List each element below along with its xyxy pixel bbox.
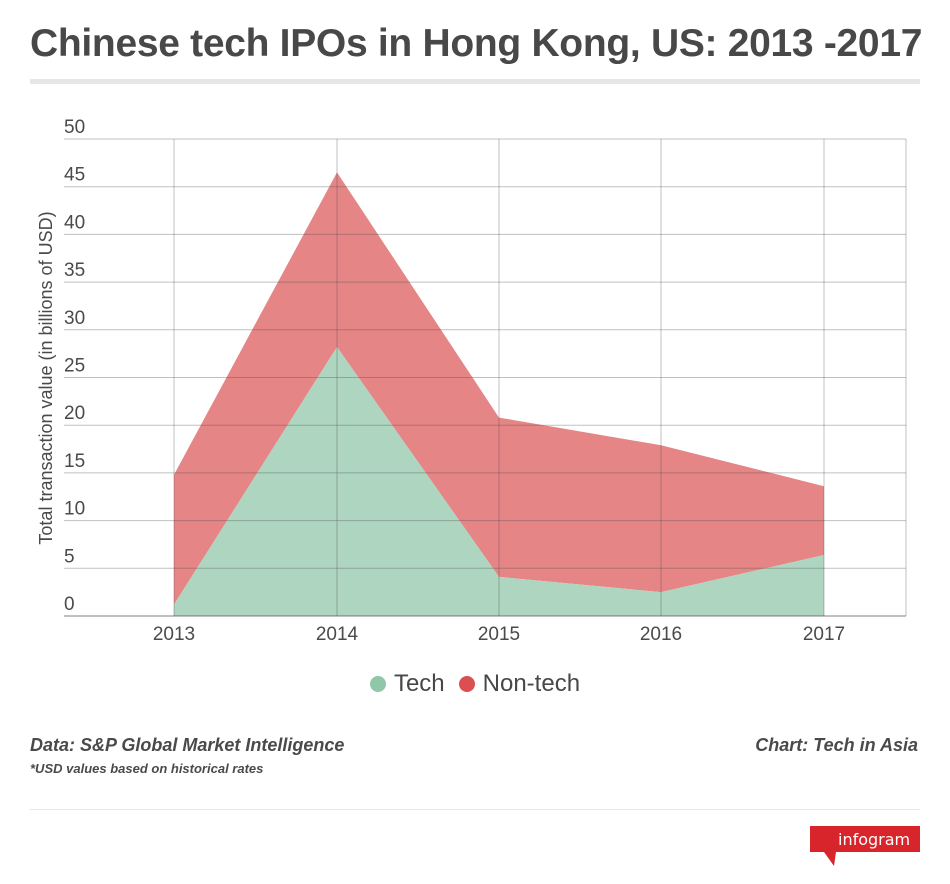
y-tick-label: 10 <box>64 499 85 520</box>
y-tick-label: 20 <box>64 403 85 424</box>
y-tick-label: 15 <box>64 451 85 472</box>
infogram-logo[interactable] <box>810 826 920 866</box>
y-tick-label: 50 <box>64 117 85 138</box>
area-series-tech <box>174 346 824 616</box>
y-tick-label: 45 <box>64 165 85 186</box>
chart-credit: Chart: Tech in Asia <box>755 735 918 755</box>
x-tick-label: 2013 <box>153 624 195 645</box>
y-tick-label: 25 <box>64 356 85 377</box>
legend-dot-tech <box>369 676 386 692</box>
footer-divider <box>30 809 920 810</box>
footnote: *USD values based on historical rates <box>30 761 264 776</box>
y-tick-label: 40 <box>64 212 85 233</box>
area-series-non-tech <box>174 172 824 605</box>
y-tick-label: 30 <box>64 308 85 329</box>
y-tick-label: 5 <box>64 546 75 567</box>
y-axis-label: Total transaction value (in billions of … <box>36 211 56 544</box>
y-tick-label: 35 <box>64 260 85 281</box>
legend-label-tech: Tech <box>393 670 445 697</box>
x-tick-label: 2014 <box>316 624 359 645</box>
x-tick-label: 2016 <box>640 624 682 645</box>
data-source: Data: S&P Global Market Intelligence <box>30 735 345 755</box>
chart-legend: Tech Non-tech <box>0 670 950 698</box>
legend-dot-non-tech <box>458 676 475 692</box>
legend-item-non-tech[interactable]: Non-tech <box>458 670 581 698</box>
legend-label-non-tech: Non-tech <box>482 670 581 697</box>
y-tick-label: 0 <box>64 594 75 615</box>
chart-title: Chinese tech IPOs in Hong Kong, US: 2013… <box>30 22 923 65</box>
x-tick-label: 2017 <box>803 624 845 645</box>
title-divider <box>30 79 920 84</box>
infogram-logo-text: infogram <box>838 830 911 849</box>
x-tick-label: 2015 <box>478 624 520 645</box>
area-chart: 0 5 10 15 20 25 30 35 40 45 50 2013 2014 2015 2016 2017… <box>36 117 907 645</box>
legend-item-tech[interactable]: Tech <box>369 670 445 698</box>
